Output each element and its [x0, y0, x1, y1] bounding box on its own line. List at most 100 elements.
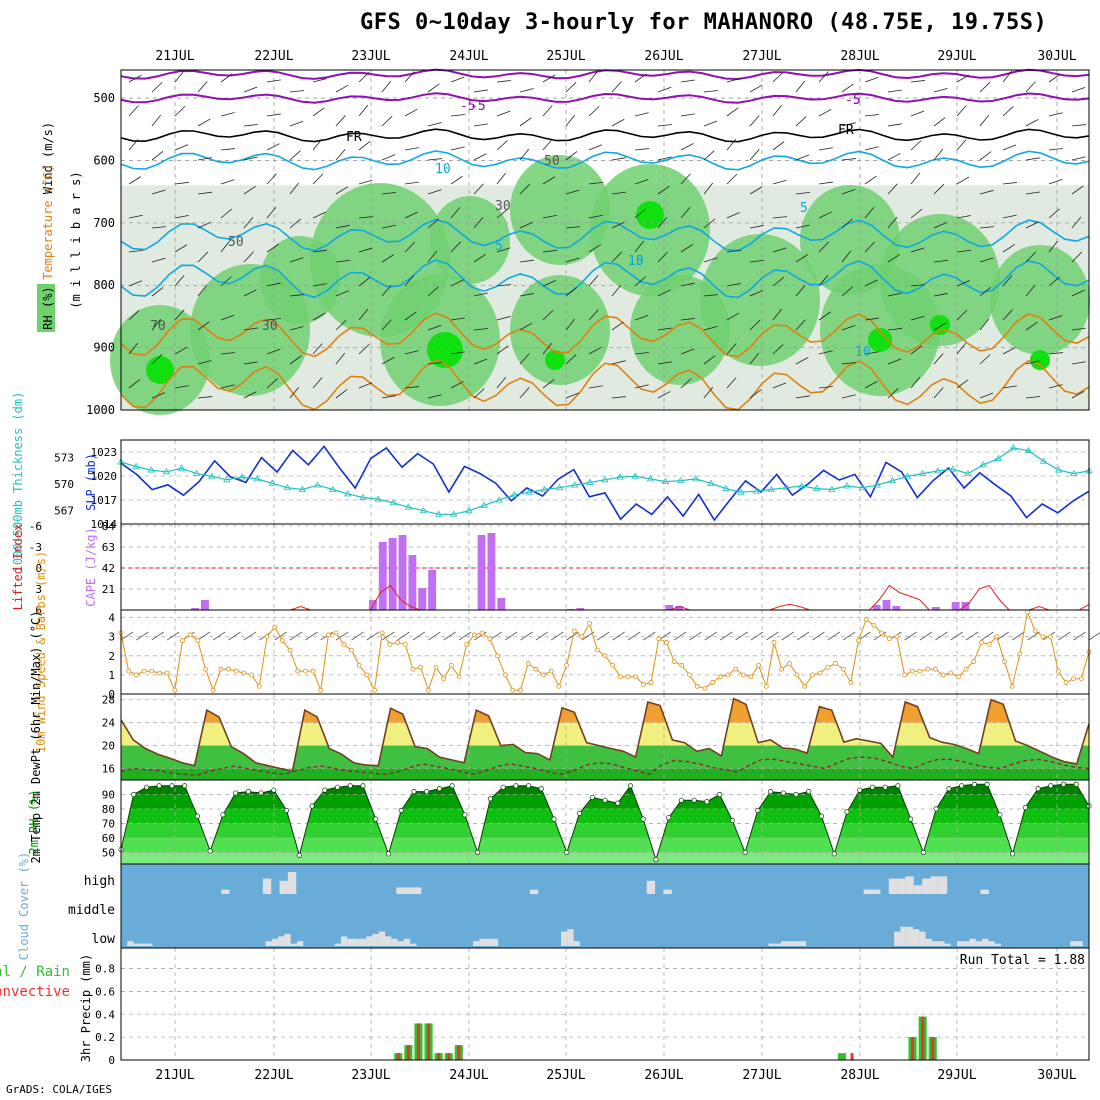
y-tick-label: 16 [102, 763, 115, 776]
rh-high-area [510, 275, 610, 385]
wind-barb [841, 122, 856, 127]
wind-speed-point [226, 666, 231, 672]
rh-point [806, 789, 812, 795]
high-cloud-bar [897, 878, 906, 894]
thickness-point [782, 483, 791, 491]
wind-speed-point [533, 666, 539, 672]
wind-barb [680, 244, 693, 253]
thickness-point [994, 454, 1002, 461]
rh-point [678, 797, 684, 803]
wind-speed-point [272, 624, 278, 630]
wind-barb [151, 354, 163, 365]
wind-barb [496, 110, 511, 117]
date-label-bottom: 28JUL [840, 1068, 879, 1083]
wind-barb [612, 631, 625, 641]
wind-barb [427, 122, 442, 127]
wind-barb [120, 631, 134, 641]
wind-barb [381, 631, 395, 641]
wind-barb [450, 175, 463, 185]
wind-speed-point [840, 666, 846, 672]
wind-speed-point [249, 672, 255, 678]
wind-barb [1002, 275, 1013, 287]
wind-barb [496, 247, 511, 253]
thickness-point [450, 510, 458, 517]
wind-barb [197, 81, 208, 93]
wind-barb [910, 140, 922, 151]
wind-barb [749, 225, 764, 229]
rh-point [500, 784, 506, 790]
credit-label: GrADS: COLA/IGES [6, 1083, 112, 1096]
wind-barb [1071, 124, 1086, 127]
wind-speed-point [748, 674, 754, 680]
wind-speed-point [279, 638, 285, 643]
date-label-top: 24JUL [449, 49, 488, 64]
thickness-point [177, 464, 186, 471]
y-tick-label: 60 [102, 832, 115, 845]
thickness-point [480, 501, 488, 508]
wind-barb [1071, 87, 1086, 93]
wind-barb [726, 173, 738, 185]
wind-barb [450, 317, 465, 321]
date-label-top: 28JUL [840, 49, 879, 64]
low-cloud-bar [127, 941, 134, 946]
wind-barb [795, 154, 810, 161]
wind-barb [151, 226, 166, 229]
wind-speed-point [917, 668, 923, 674]
wind-barb [812, 631, 825, 641]
low-cloud-bar [938, 941, 945, 946]
wind-speed-point [157, 670, 162, 676]
high-cloud-bar [888, 878, 898, 894]
isotherm-line [120, 312, 1090, 358]
y-tick-label: 0.6 [95, 985, 115, 998]
wind-barb [795, 319, 806, 331]
wind-barb [588, 144, 603, 151]
wind-speed-point [971, 659, 977, 664]
wind-barb [312, 78, 327, 83]
low-cloud-bar [793, 941, 800, 946]
low-cloud-bar [781, 941, 788, 946]
wind-speed-point [471, 632, 477, 638]
rh-point [271, 787, 277, 793]
thickness-point [888, 476, 897, 484]
wind-barb [220, 384, 235, 389]
low-cloud-bar [278, 936, 285, 946]
wind-barb [818, 147, 833, 151]
thickness-tick-label: 567 [54, 505, 74, 518]
low-cloud-bar [963, 941, 970, 946]
rh-point [258, 790, 264, 796]
wind-barb [427, 218, 439, 229]
rh-point [1073, 781, 1079, 787]
contour-label: 15 [628, 254, 644, 269]
wind-barb [473, 153, 487, 161]
wind-barb [1048, 178, 1063, 185]
thickness-point [1070, 469, 1078, 476]
date-label-top: 21JUL [155, 49, 194, 64]
wind-barb [887, 388, 899, 399]
rh-point [207, 848, 213, 854]
date-label-bottom: 24JUL [449, 1068, 488, 1083]
low-cloud-bar [473, 941, 480, 946]
wind-barb [473, 217, 484, 229]
wind-barb [197, 321, 210, 331]
thickness-point [1039, 457, 1048, 464]
wind-barb [1025, 360, 1040, 365]
wind-barb [427, 83, 440, 93]
wind-barb [266, 113, 281, 117]
wind-barb [657, 124, 672, 127]
contour-label: 5 [800, 201, 808, 216]
wind-speed-point [833, 661, 838, 666]
wind-speed-point [955, 674, 961, 680]
thickness-point [661, 477, 670, 484]
thickness-point [873, 481, 881, 488]
wind-speed-point [141, 668, 147, 674]
wind-speed-point [541, 672, 546, 678]
wind-barb [243, 124, 258, 127]
thickness-point [329, 485, 337, 492]
wind-barb [358, 104, 369, 117]
thickness-line [120, 447, 1090, 515]
low-cloud-bar [372, 934, 379, 946]
wind-speed-point [848, 680, 854, 685]
wind-barb [634, 276, 646, 287]
wind-speed-point [387, 641, 393, 647]
wind-speed-point [602, 653, 608, 659]
